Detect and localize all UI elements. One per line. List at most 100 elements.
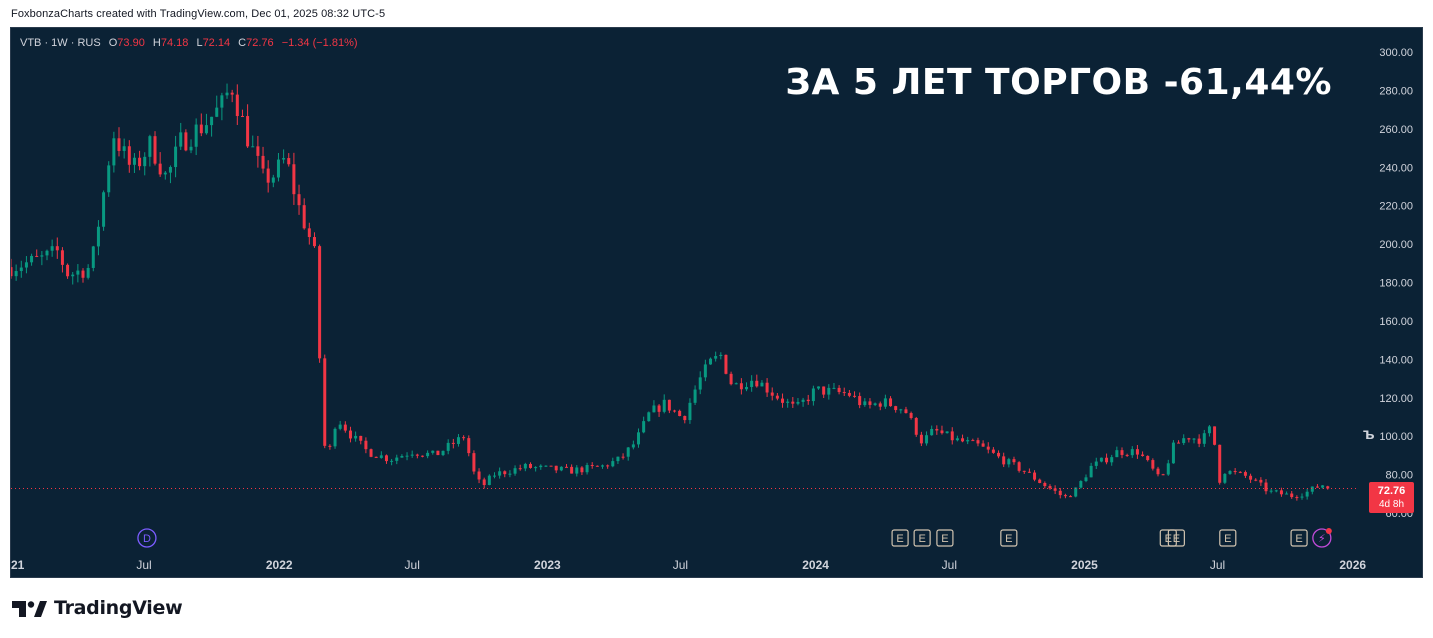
candle-body [261, 155, 265, 169]
candle-body [107, 165, 111, 193]
candle-body [1007, 459, 1011, 465]
candle-body [76, 270, 80, 275]
candle-body [35, 255, 39, 257]
candle-body [441, 450, 445, 456]
price-chart[interactable]: 60.0080.00100.00120.00140.00160.00180.00… [11, 28, 1422, 577]
candle-body [883, 398, 887, 407]
candle-body [1146, 455, 1150, 461]
tradingview-logo[interactable]: TradingView [12, 597, 183, 619]
y-tick-label: 280.00 [1379, 85, 1413, 97]
event-badge [1312, 528, 1332, 548]
candle-body [30, 255, 34, 263]
earnings-label: E [1295, 533, 1302, 545]
candle-body [1151, 460, 1155, 469]
candle-body [199, 124, 203, 134]
candle-body [1326, 486, 1330, 489]
candle-body [827, 387, 831, 395]
candle-body [1130, 449, 1134, 456]
close-label: C [238, 37, 247, 49]
candle-body [1274, 490, 1278, 492]
candle-body [549, 465, 553, 467]
candle-body [775, 395, 779, 399]
earnings-label: E [941, 533, 948, 545]
candle-body [359, 435, 363, 441]
candle-body [564, 466, 568, 468]
x-tick-label: Jul [673, 558, 688, 572]
candle-body [894, 406, 898, 411]
candle-body [945, 431, 949, 434]
symbol-label[interactable]: VTB · 1W · RUS [20, 37, 101, 49]
candle-body [348, 430, 352, 439]
chart-panel[interactable]: 60.00 80.00 100.00 120.00 140.00 160.00 180.00… [10, 27, 1423, 578]
candle-body [333, 428, 337, 447]
candle-body [904, 409, 908, 414]
candle-body [889, 398, 893, 407]
candle-body [271, 177, 275, 183]
candle-body [1048, 486, 1052, 489]
candle-body [323, 358, 327, 446]
candle-body [400, 456, 404, 458]
candle-body [1115, 450, 1119, 458]
candle-body [755, 380, 759, 387]
candle-body [1012, 459, 1016, 463]
candle-body [709, 358, 713, 365]
candle-body [616, 456, 620, 462]
candle-body [503, 471, 507, 475]
candle-body [1202, 433, 1206, 444]
earnings-badge [891, 529, 909, 547]
high-label: H [152, 37, 161, 49]
candle-body [858, 396, 862, 406]
candle-body [1197, 438, 1201, 444]
candle-body [1043, 482, 1047, 487]
candle-body [96, 226, 100, 247]
candle-body [832, 387, 836, 389]
candle-body [19, 267, 23, 272]
candle-body [431, 450, 435, 453]
candle-body [127, 146, 131, 165]
candle-body [168, 167, 172, 173]
candle-body [1079, 481, 1083, 488]
candle-body [523, 463, 527, 469]
candle-body [235, 94, 239, 117]
candle-body [528, 463, 532, 468]
candle-body [1135, 449, 1139, 455]
candle-body [456, 437, 460, 444]
candle-body [1207, 426, 1211, 434]
candle-body [50, 246, 54, 251]
candle-body [806, 399, 810, 402]
candle-body [369, 449, 373, 457]
candle-body [1279, 490, 1283, 495]
candle-body [256, 146, 260, 156]
y-tick-label: 80.00 [1385, 470, 1413, 482]
candle-body [297, 194, 301, 206]
candle-body [302, 205, 306, 229]
candle-body [1249, 475, 1253, 480]
candle-body [966, 440, 970, 442]
candle-body [822, 386, 826, 395]
candle-body [374, 456, 378, 458]
candle-body [1053, 488, 1057, 491]
candle-body [436, 450, 440, 456]
candle-body [1089, 465, 1093, 478]
candle-body [410, 454, 414, 456]
candle-body [899, 409, 903, 411]
candle-body [318, 246, 322, 359]
candle-body [1094, 461, 1098, 466]
candle-body [673, 410, 677, 412]
y-tick-label: 240.00 [1379, 162, 1413, 174]
candle-body [498, 471, 502, 476]
candle-body [179, 132, 183, 147]
candle-body [210, 116, 214, 126]
candle-body [606, 465, 610, 467]
candle-body [1254, 479, 1258, 481]
candle-body [770, 392, 774, 396]
candle-body [1218, 444, 1222, 483]
candle-body [1125, 454, 1129, 456]
candle-body [148, 136, 152, 157]
candle-body [1099, 457, 1103, 462]
x-tick-label: 2024 [802, 558, 829, 572]
candle-body [492, 475, 496, 477]
candle-body [1290, 493, 1294, 498]
candle-body [837, 387, 841, 393]
candle-body [1022, 470, 1026, 472]
